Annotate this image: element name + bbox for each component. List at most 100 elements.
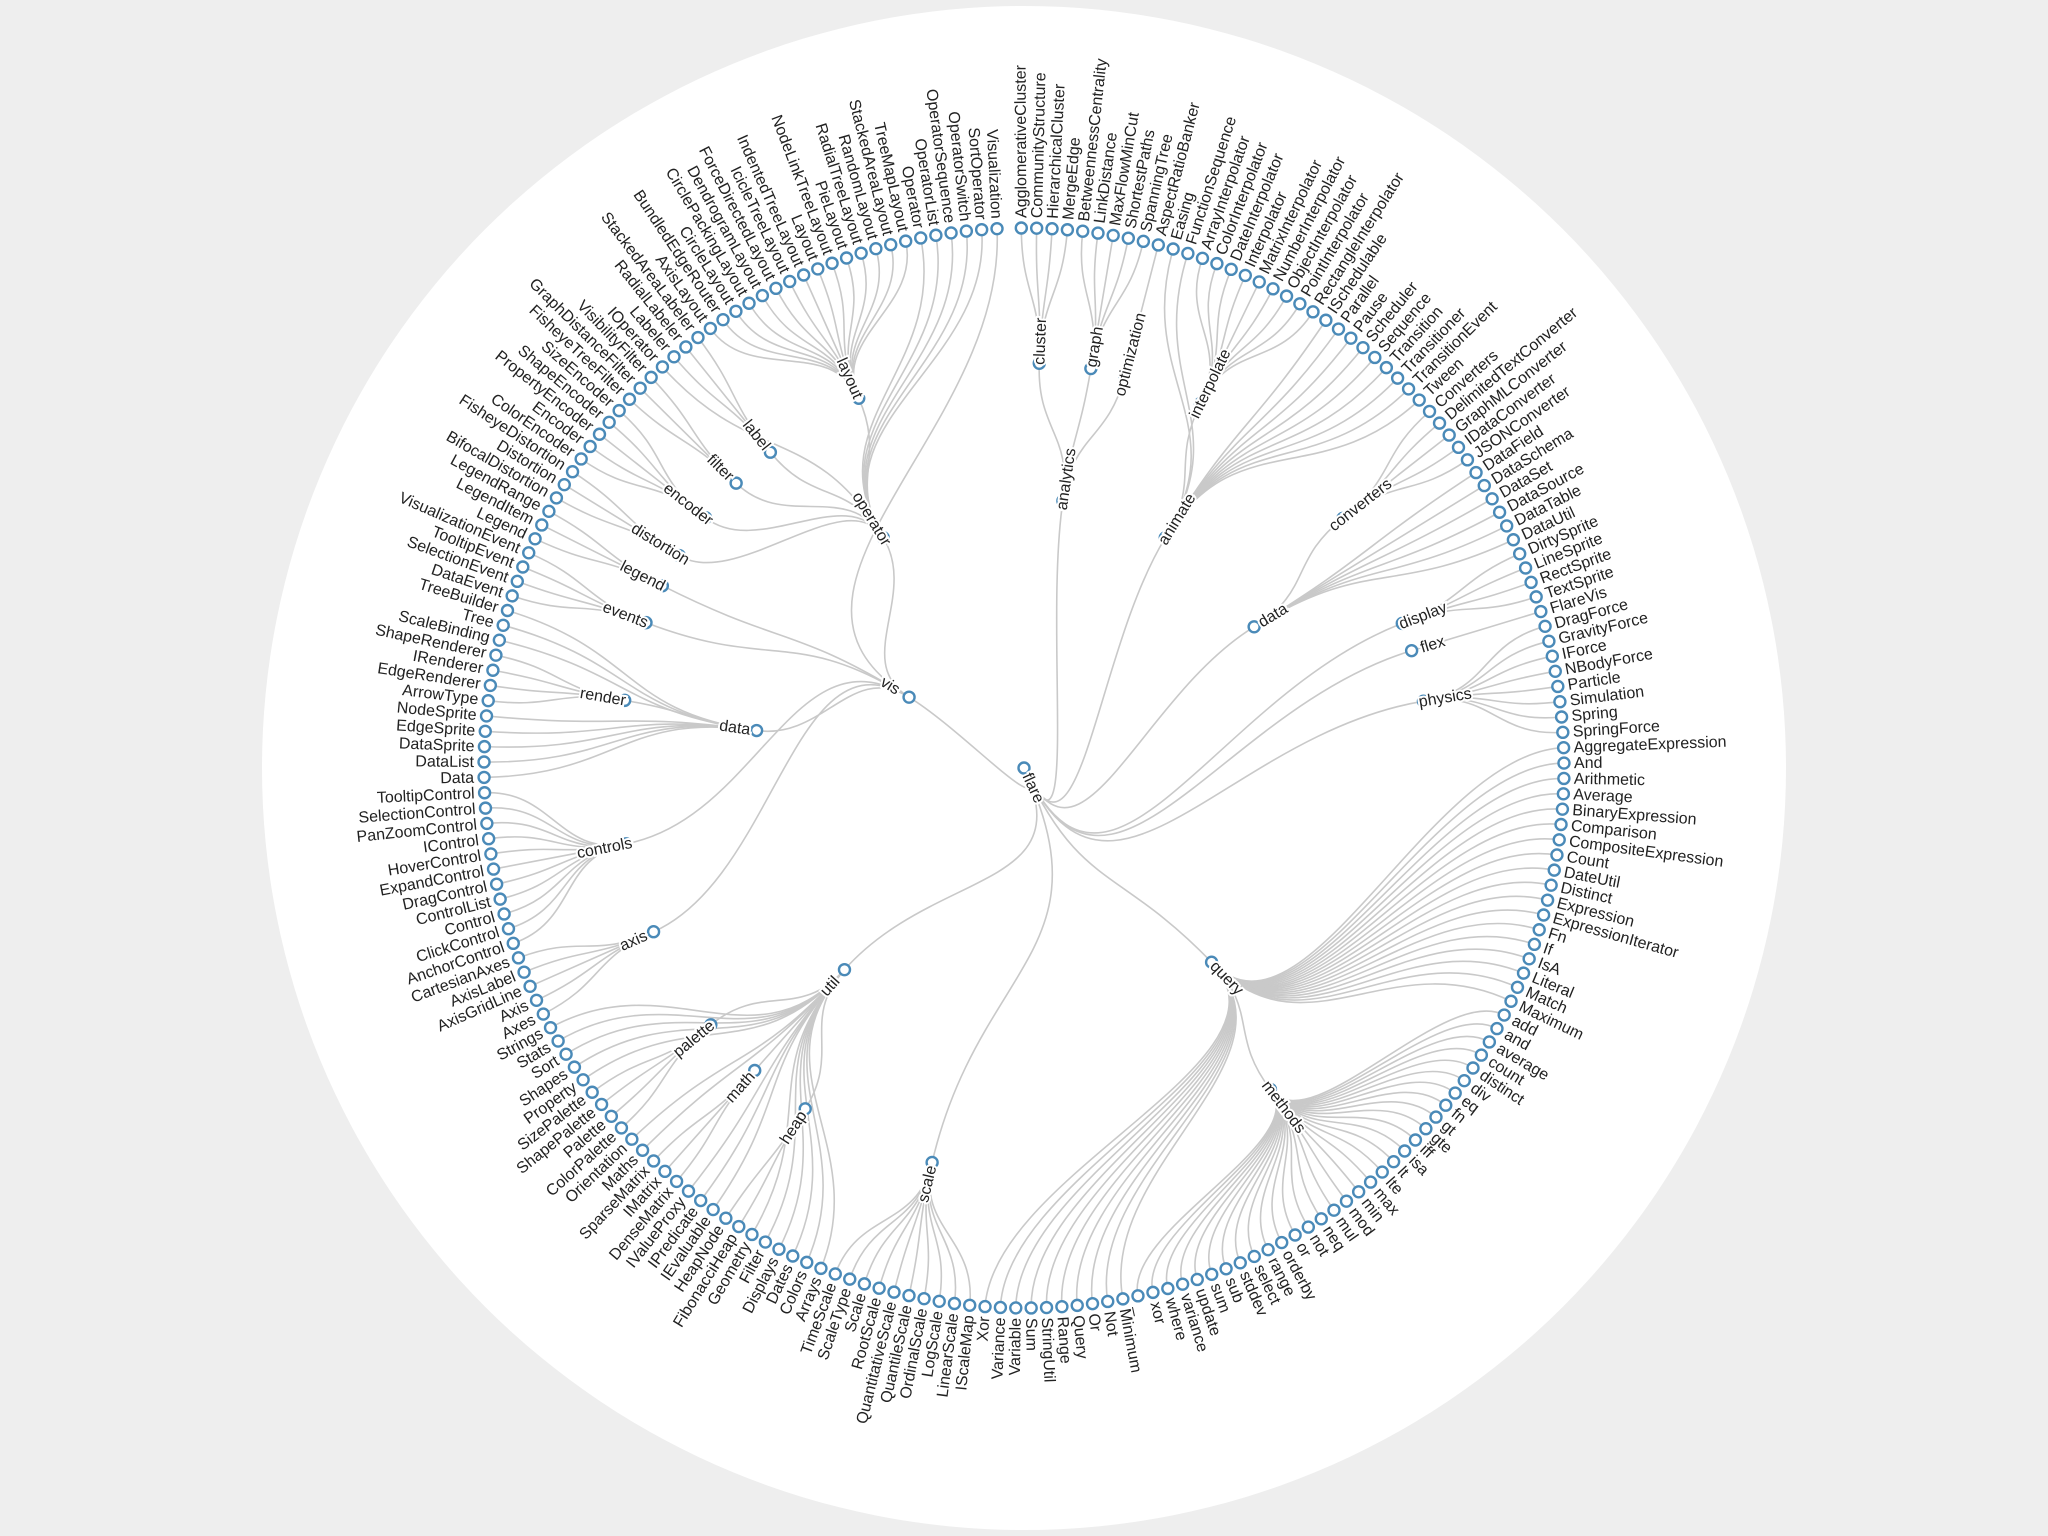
node-dot[interactable] <box>1190 1272 1204 1287</box>
node-dot[interactable] <box>1504 994 1518 1008</box>
tree-leaf-node[interactable]: Average <box>1556 786 1633 806</box>
node-dot[interactable] <box>1448 1086 1462 1100</box>
node-dot[interactable] <box>1356 340 1370 355</box>
node-dot[interactable] <box>1339 1194 1354 1208</box>
node-dot[interactable] <box>493 892 507 906</box>
node-dot[interactable] <box>1429 1110 1443 1124</box>
node-dot[interactable] <box>944 226 958 240</box>
node-dot[interactable] <box>854 246 868 260</box>
node-dot[interactable] <box>1548 664 1562 679</box>
node-dot[interactable] <box>857 1277 872 1291</box>
node-dot[interactable] <box>1136 234 1151 249</box>
node-dot[interactable] <box>769 281 783 296</box>
node-dot[interactable] <box>486 862 501 876</box>
node-dot[interactable] <box>1070 1298 1084 1313</box>
node-dot[interactable] <box>1219 1262 1233 1276</box>
node-dot[interactable] <box>477 755 491 769</box>
node-dot[interactable] <box>786 1249 800 1263</box>
node-dot[interactable] <box>625 1132 639 1146</box>
node-dot[interactable] <box>1293 297 1307 311</box>
node-dot[interactable] <box>1032 356 1046 370</box>
node-dot[interactable] <box>505 589 519 603</box>
node-dot[interactable] <box>1029 221 1044 235</box>
node-dot[interactable] <box>1556 787 1571 801</box>
node-dot[interactable] <box>633 381 647 395</box>
tree-leaf-node[interactable]: Query <box>1069 1298 1090 1360</box>
node-dot[interactable] <box>1556 740 1571 755</box>
node-dot[interactable] <box>763 445 778 459</box>
node-dot[interactable] <box>565 465 580 479</box>
tree-leaf-node[interactable]: Count <box>1550 848 1611 873</box>
node-dot[interactable] <box>1375 1165 1389 1179</box>
node-dot[interactable] <box>1553 695 1567 709</box>
node-dot[interactable] <box>974 222 989 237</box>
node-dot[interactable] <box>1279 289 1294 303</box>
node-dot[interactable] <box>1045 222 1059 236</box>
node-dot[interactable] <box>1314 1212 1328 1226</box>
node-dot[interactable] <box>1084 361 1098 376</box>
tree-leaf-node[interactable]: Visualization <box>983 129 1004 236</box>
node-dot[interactable] <box>800 1255 814 1270</box>
tree-leaf-node[interactable]: AggregateExpression <box>1556 734 1727 757</box>
node-dot[interactable] <box>698 510 713 525</box>
tree-leaf-node[interactable]: Or <box>1085 1296 1104 1333</box>
node-dot[interactable] <box>549 491 564 505</box>
node-dot[interactable] <box>1477 478 1491 493</box>
node-dot[interactable] <box>1252 275 1266 289</box>
node-dot[interactable] <box>1344 331 1358 345</box>
node-dot[interactable] <box>1327 1203 1341 1217</box>
node-dot[interactable] <box>1233 1256 1247 1270</box>
node-dot[interactable] <box>1181 246 1195 261</box>
node-dot[interactable] <box>1121 231 1136 245</box>
node-dot[interactable] <box>639 615 653 630</box>
node-dot[interactable] <box>1193 396 1208 411</box>
node-dot[interactable] <box>748 1063 762 1078</box>
node-dot[interactable] <box>511 951 526 965</box>
node-dot[interactable] <box>1554 710 1569 724</box>
node-dot[interactable] <box>978 1299 992 1314</box>
node-dot[interactable] <box>559 1047 573 1061</box>
node-dot[interactable] <box>884 238 898 252</box>
node-dot[interactable] <box>1557 756 1571 770</box>
node-dot[interactable] <box>481 832 496 846</box>
node-dot[interactable] <box>947 1296 962 1311</box>
node-dot[interactable] <box>529 993 544 1007</box>
node-dot[interactable] <box>1390 371 1405 385</box>
node-dot[interactable] <box>1238 268 1253 283</box>
node-dot[interactable] <box>990 221 1004 236</box>
tree-leaf-node[interactable]: Xor <box>975 1299 994 1342</box>
tree-leaf-node[interactable]: CommunityStructure <box>1029 72 1049 235</box>
node-dot[interactable] <box>1158 531 1172 545</box>
node-dot[interactable] <box>1266 282 1280 296</box>
tree-leaf-node[interactable]: MergeEdge <box>1060 137 1084 237</box>
node-dot[interactable] <box>814 1261 828 1276</box>
node-dot[interactable] <box>1551 679 1565 694</box>
tree-branch-node[interactable]: cluster <box>1029 315 1052 370</box>
node-dot[interactable] <box>1386 1154 1401 1169</box>
node-dot[interactable] <box>1527 937 1542 952</box>
node-dot[interactable] <box>1363 1175 1378 1189</box>
node-dot[interactable] <box>839 251 854 265</box>
node-dot[interactable] <box>1482 1035 1497 1049</box>
node-dot[interactable] <box>1536 908 1551 922</box>
node-dot[interactable] <box>1288 1228 1302 1242</box>
node-dot[interactable] <box>1301 1220 1316 1234</box>
node-dot[interactable] <box>691 330 705 345</box>
node-dot[interactable] <box>1106 228 1120 243</box>
node-dot[interactable] <box>917 1291 931 1306</box>
node-dot[interactable] <box>872 1281 886 1295</box>
node-dot[interactable] <box>1550 848 1564 862</box>
node-dot[interactable] <box>798 1102 812 1116</box>
node-dot[interactable] <box>1422 404 1437 419</box>
node-dot[interactable] <box>772 1242 786 1256</box>
node-dot[interactable] <box>1522 952 1536 966</box>
node-dot[interactable] <box>1499 519 1514 533</box>
node-dot[interactable] <box>510 574 524 589</box>
node-dot[interactable] <box>1412 393 1426 407</box>
node-dot[interactable] <box>1518 561 1533 575</box>
node-dot[interactable] <box>1101 1294 1115 1309</box>
node-dot[interactable] <box>1166 242 1180 256</box>
tree-leaf-node[interactable]: DataSprite <box>399 735 492 755</box>
node-dot[interactable] <box>479 709 494 723</box>
node-dot[interactable] <box>993 1300 1008 1315</box>
